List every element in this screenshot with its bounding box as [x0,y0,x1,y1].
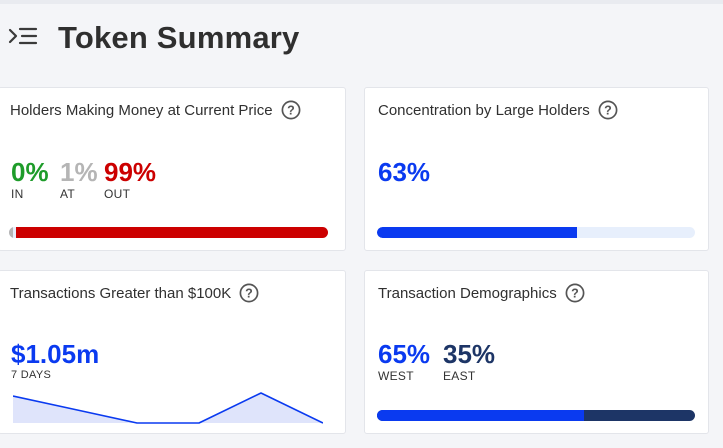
question-circle-icon[interactable]: ? [239,283,259,303]
sparkline-line [13,392,323,424]
holders-at-label: AT [60,187,76,201]
large-transactions-period: 7 DAYS [11,369,52,381]
question-circle-icon[interactable]: ? [565,283,585,303]
concentration-value: 63% [378,157,431,187]
large-transactions-card-title: Transactions Greater than $100K? [10,283,259,304]
holders-out-label: OUT [104,187,131,201]
demographics-card: Transaction Demographics? 65% WEST 35% E… [364,270,709,434]
page-title: Token Summary [58,20,300,55]
collapse-menu-icon[interactable] [8,25,38,49]
holders-in-value: 0% [11,157,49,187]
svg-text:?: ? [604,104,612,118]
large-transactions-card: Transactions Greater than $100K? $1.05m … [0,270,346,434]
holders-bar-out-segment [16,227,328,238]
concentration-progress-bar [377,227,695,238]
holders-at-value: 1% [60,157,98,187]
demographics-east-label: EAST [443,369,476,383]
top-bar [0,0,723,4]
large-transactions-stat: $1.05m 7 DAYS [11,340,99,381]
concentration-stat: 63% [378,158,430,186]
concentration-card-title: Concentration by Large Holders? [378,100,618,121]
holders-in-label: IN [11,187,24,201]
demographics-west-value: 65% [378,339,431,369]
svg-text:?: ? [571,287,579,301]
demographics-east-stat: 35% EAST [443,340,495,383]
holders-title-text: Holders Making Money at Current Price [10,101,273,119]
question-circle-icon[interactable]: ? [598,100,618,120]
concentration-title-text: Concentration by Large Holders [378,101,590,119]
holders-bar-at-segment [9,227,13,238]
large-transactions-title-text: Transactions Greater than $100K [10,284,232,302]
demographics-bar-west-fill [377,410,584,421]
concentration-card: Concentration by Large Holders? 63% [364,87,709,251]
demographics-card-title: Transaction Demographics? [378,283,585,304]
holders-out-value: 99% [104,157,157,187]
holders-at-stat: 1% AT [60,158,98,201]
large-transactions-sparkline [13,392,323,424]
svg-text:?: ? [287,104,295,118]
holders-out-stat: 99% OUT [104,158,156,201]
demographics-west-stat: 65% WEST [378,340,430,383]
demographics-west-label: WEST [378,369,414,383]
demographics-title-text: Transaction Demographics [378,284,557,302]
sparkline-area [13,393,323,423]
svg-text:?: ? [245,287,253,301]
concentration-bar-fill [377,227,578,238]
holders-card: Holders Making Money at Current Price? 0… [0,87,346,251]
holders-progress-bar [9,227,328,238]
holders-card-title: Holders Making Money at Current Price? [10,100,301,121]
demographics-progress-bar [377,410,695,421]
large-transactions-value: $1.05m [11,339,100,369]
holders-in-stat: 0% IN [11,158,49,201]
page-header: Token Summary [0,14,723,64]
demographics-east-value: 35% [443,339,496,369]
question-circle-icon[interactable]: ? [281,100,301,120]
